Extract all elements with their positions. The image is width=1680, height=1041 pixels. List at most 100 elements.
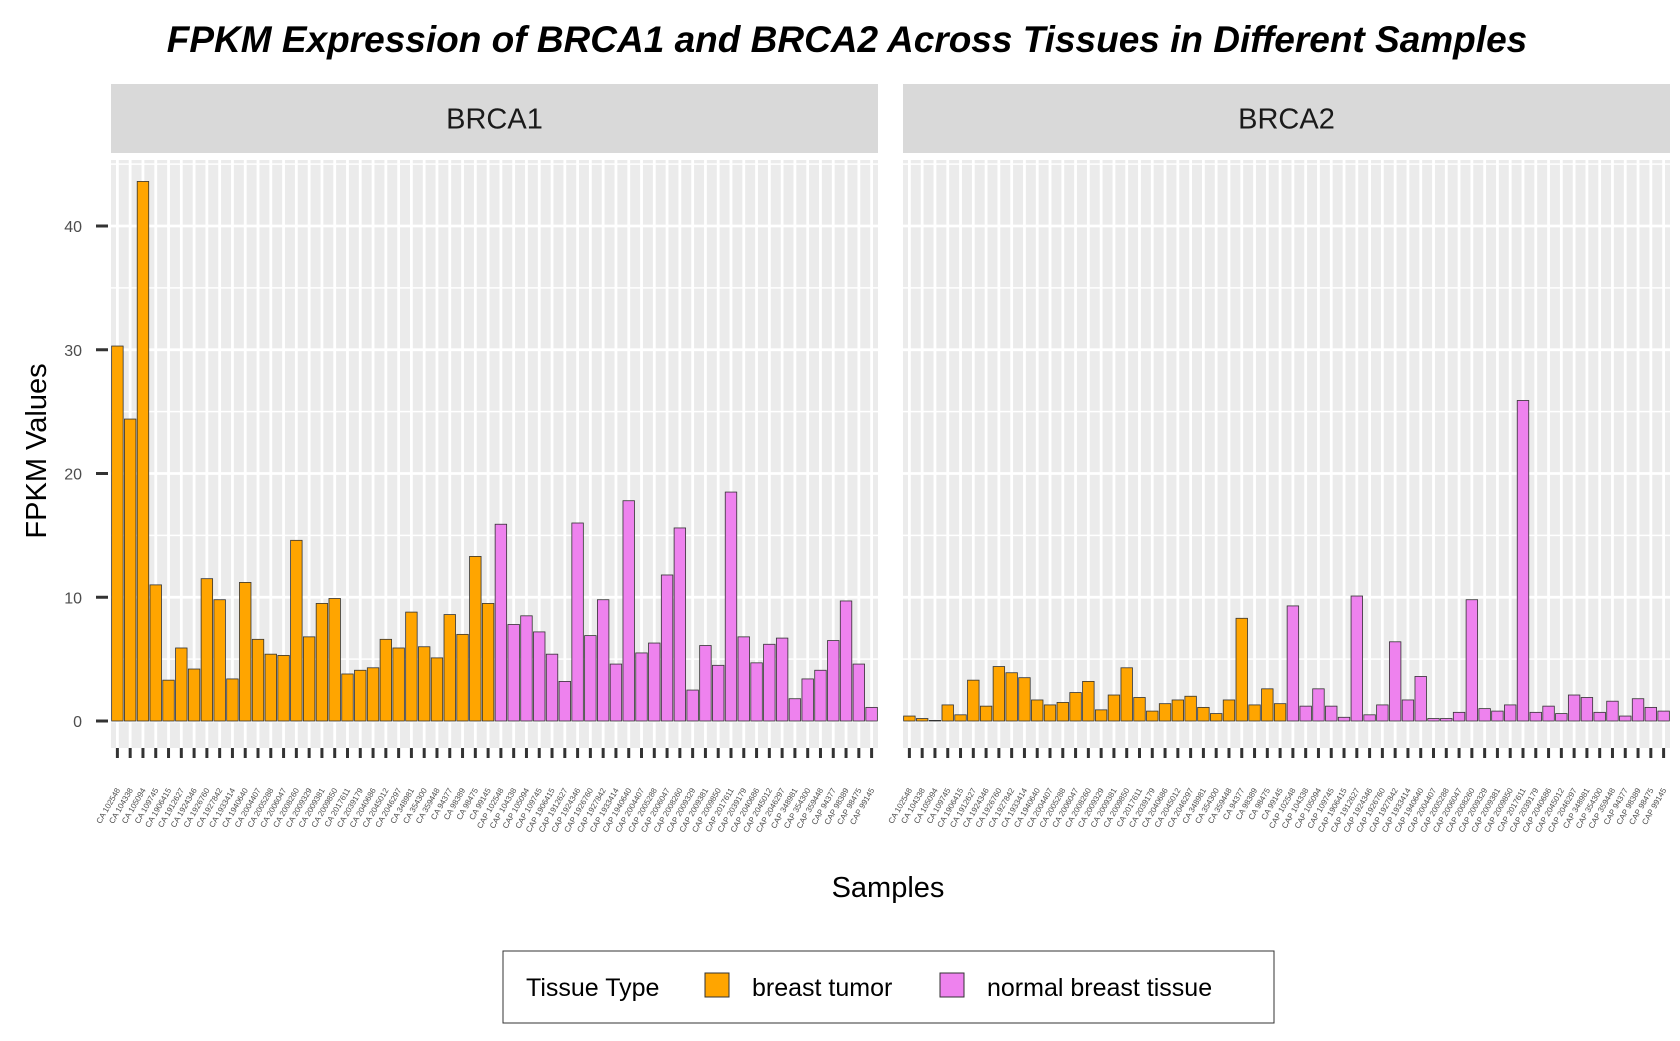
bar-brca2-17	[1120, 667, 1133, 722]
bar-brca2-25	[1222, 699, 1236, 722]
bar-brca2-12	[1056, 702, 1069, 722]
bar-brca1-15	[302, 636, 316, 722]
bar-brca2-58	[1644, 706, 1657, 722]
y-tick-label: 0	[73, 714, 82, 731]
bar-brca1-56	[827, 640, 840, 722]
bar-brca2-4	[954, 714, 967, 722]
bar-brca2-41	[1427, 718, 1440, 722]
bar-brca1-45	[686, 689, 699, 722]
bar-brca1-2	[136, 181, 150, 722]
bar-brca1-55	[814, 669, 827, 722]
bar-brca1-38	[597, 599, 610, 722]
y-axis: 0 10 20 30 40	[64, 219, 108, 731]
bar-brca1-3	[149, 584, 162, 722]
bar-brca2-47	[1504, 704, 1517, 722]
bar-brca1-57	[839, 600, 853, 722]
bar-brca1-51	[763, 643, 776, 722]
bar-brca2-0	[903, 715, 916, 722]
bar-brca2-14	[1082, 681, 1095, 722]
legend-label-normal-breast-tissue: normal breast tissue	[987, 974, 1212, 1002]
bar-brca2-48	[1516, 400, 1530, 722]
bar-brca2-8	[1005, 672, 1018, 722]
bar-brca2-39	[1401, 699, 1415, 722]
panel-background	[111, 160, 878, 748]
bar-brca2-10	[1031, 699, 1044, 722]
bar-brca1-28	[469, 556, 482, 722]
bar-brca2-37	[1376, 704, 1389, 722]
bar-brca1-12	[264, 653, 277, 722]
bar-brca2-49	[1529, 711, 1542, 722]
bar-brca2-11	[1043, 704, 1057, 722]
bar-brca1-27	[456, 633, 469, 722]
bar-brca1-6	[187, 668, 201, 722]
bar-brca2-28	[1261, 688, 1274, 722]
y-axis-title: FPKM Values	[21, 363, 53, 538]
bar-brca2-34	[1337, 716, 1351, 722]
bar-brca1-41	[635, 652, 648, 722]
bar-brca1-22	[392, 647, 405, 722]
bar-brca2-19	[1146, 710, 1159, 722]
bar-brca2-6	[979, 705, 993, 722]
bar-brca2-23	[1197, 706, 1210, 722]
bar-brca2-44	[1465, 599, 1479, 722]
legend-swatch-breast-tumor	[704, 972, 730, 998]
bar-brca1-32	[520, 615, 533, 722]
bar-brca2-46	[1491, 710, 1504, 722]
bar-brca2-32	[1312, 688, 1325, 722]
bar-brca2-29	[1273, 703, 1287, 722]
bar-brca1-0	[111, 345, 124, 722]
bar-brca2-53	[1580, 697, 1594, 722]
bar-brca2-18	[1133, 697, 1146, 722]
bar-brca2-40	[1414, 676, 1427, 722]
bar-brca2-24	[1210, 713, 1223, 722]
bar-brca1-19	[354, 669, 367, 722]
y-tick-label: 40	[64, 219, 82, 236]
bar-brca1-48	[724, 491, 738, 722]
bar-brca2-56	[1619, 715, 1632, 722]
bar-brca2-36	[1363, 714, 1376, 722]
bar-brca1-18	[341, 673, 354, 722]
bar-brca1-46	[699, 645, 712, 722]
bar-brca1-8	[213, 599, 226, 722]
bar-brca2-5	[967, 679, 980, 722]
bar-brca1-24	[418, 646, 431, 722]
bar-brca2-15	[1094, 709, 1108, 722]
bar-brca1-1	[124, 418, 137, 722]
bar-brca1-39	[609, 663, 623, 722]
bar-brca1-17	[328, 598, 341, 722]
legend-swatch-normal-breast-tissue	[939, 972, 965, 998]
bar-brca1-49	[737, 636, 750, 722]
bar-brca1-10	[239, 582, 252, 722]
bar-brca1-54	[801, 678, 814, 722]
bar-brca1-44	[673, 527, 687, 722]
bar-brca1-14	[290, 539, 303, 722]
bar-brca2-43	[1452, 711, 1466, 722]
bar-brca1-42	[648, 642, 661, 722]
bar-brca1-47	[712, 664, 725, 722]
bar-brca1-5	[175, 647, 188, 722]
bar-brca2-26	[1235, 617, 1248, 722]
bar-brca1-59	[865, 706, 878, 722]
bar-brca2-22	[1184, 695, 1197, 722]
bar-brca1-37	[584, 635, 597, 722]
bar-brca1-26	[443, 614, 456, 722]
bar-brca2-33	[1325, 705, 1338, 722]
bar-brca2-21	[1171, 699, 1184, 722]
bar-brca2-45	[1478, 708, 1491, 722]
legend-box	[502, 950, 1275, 1024]
bar-brca2-27	[1248, 704, 1261, 722]
bar-brca1-33	[533, 631, 546, 722]
bar-brca2-57	[1631, 698, 1645, 722]
y-tick-label: 30	[64, 343, 82, 360]
bar-brca2-13	[1069, 692, 1082, 722]
bar-brca2-9	[1018, 677, 1031, 722]
bar-brca1-25	[430, 657, 444, 722]
bar-brca2-59	[1657, 710, 1670, 722]
bar-brca2-2	[928, 719, 942, 722]
bar-brca1-58	[852, 663, 865, 722]
facet-strip-label: BRCA2	[1238, 104, 1335, 136]
x-axis-title: Samples	[832, 872, 945, 904]
